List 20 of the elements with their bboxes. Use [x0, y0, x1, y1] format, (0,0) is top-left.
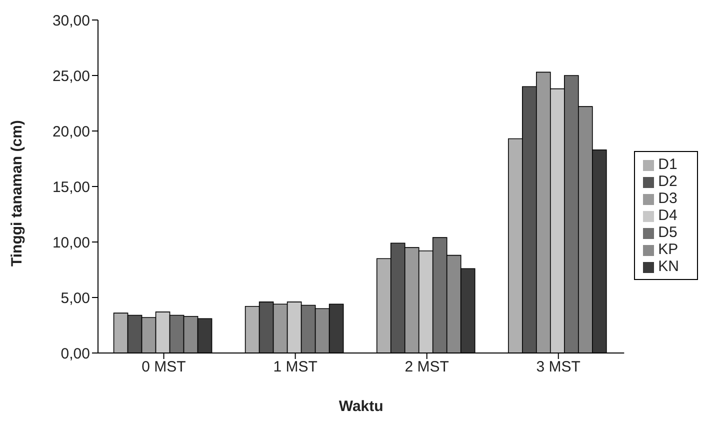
x-axis-title: Waktu	[338, 398, 384, 415]
y-tick-label: 0,00	[60, 345, 90, 362]
legend-label: D2	[658, 173, 678, 190]
legend-label: D3	[658, 190, 678, 207]
legend-label: D1	[658, 156, 678, 173]
y-tick-label: 15,00	[52, 178, 90, 196]
y-tick-label: 25,00	[52, 68, 90, 85]
y-tick-label: 30,00	[52, 12, 90, 30]
legend-label: D5	[658, 224, 678, 241]
x-tick-label: 0 MST	[142, 358, 186, 376]
legend-label: D4	[658, 207, 678, 224]
y-tick-label: 5,00	[60, 290, 90, 307]
x-tick-label: 1 MST	[273, 358, 318, 376]
y-tick-label: 20,00	[52, 123, 90, 140]
y-tick-label: 10,00	[52, 234, 90, 252]
y-axis-title: Tinggi tanaman (cm)	[8, 120, 26, 266]
legend-label: KP	[658, 241, 678, 258]
x-tick-label: 3 MST	[536, 358, 580, 376]
x-tick-label: 2 MST	[404, 358, 449, 376]
legend-label: KN	[658, 258, 679, 275]
